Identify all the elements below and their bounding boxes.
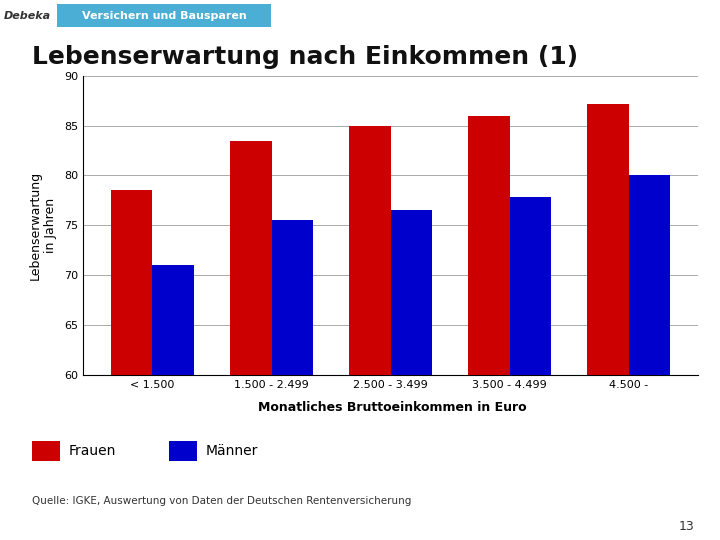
Text: Männer: Männer <box>205 444 258 458</box>
Bar <box>468 116 510 540</box>
FancyBboxPatch shape <box>58 4 271 28</box>
Bar <box>153 265 194 540</box>
FancyBboxPatch shape <box>3 4 52 28</box>
Text: 13: 13 <box>679 520 695 533</box>
Text: Debeka: Debeka <box>4 11 51 21</box>
Text: Lebenserwartung nach Einkommen (1): Lebenserwartung nach Einkommen (1) <box>32 45 579 69</box>
Bar <box>510 198 552 540</box>
Bar <box>629 176 670 540</box>
Bar <box>111 191 153 540</box>
Bar <box>230 140 271 540</box>
Text: Monatliches Bruttoeinkommen in Euro: Monatliches Bruttoeinkommen in Euro <box>258 401 527 414</box>
Text: Versichern und Bausparen: Versichern und Bausparen <box>82 11 246 21</box>
Bar <box>391 211 432 540</box>
Y-axis label: Lebenserwartung
in Jahren: Lebenserwartung in Jahren <box>29 171 57 280</box>
Text: Frauen: Frauen <box>68 444 116 458</box>
Bar <box>349 125 391 540</box>
Bar <box>587 104 629 540</box>
Text: Quelle: IGKE, Auswertung von Daten der Deutschen Rentenversicherung: Quelle: IGKE, Auswertung von Daten der D… <box>32 496 412 506</box>
Bar <box>271 220 313 540</box>
